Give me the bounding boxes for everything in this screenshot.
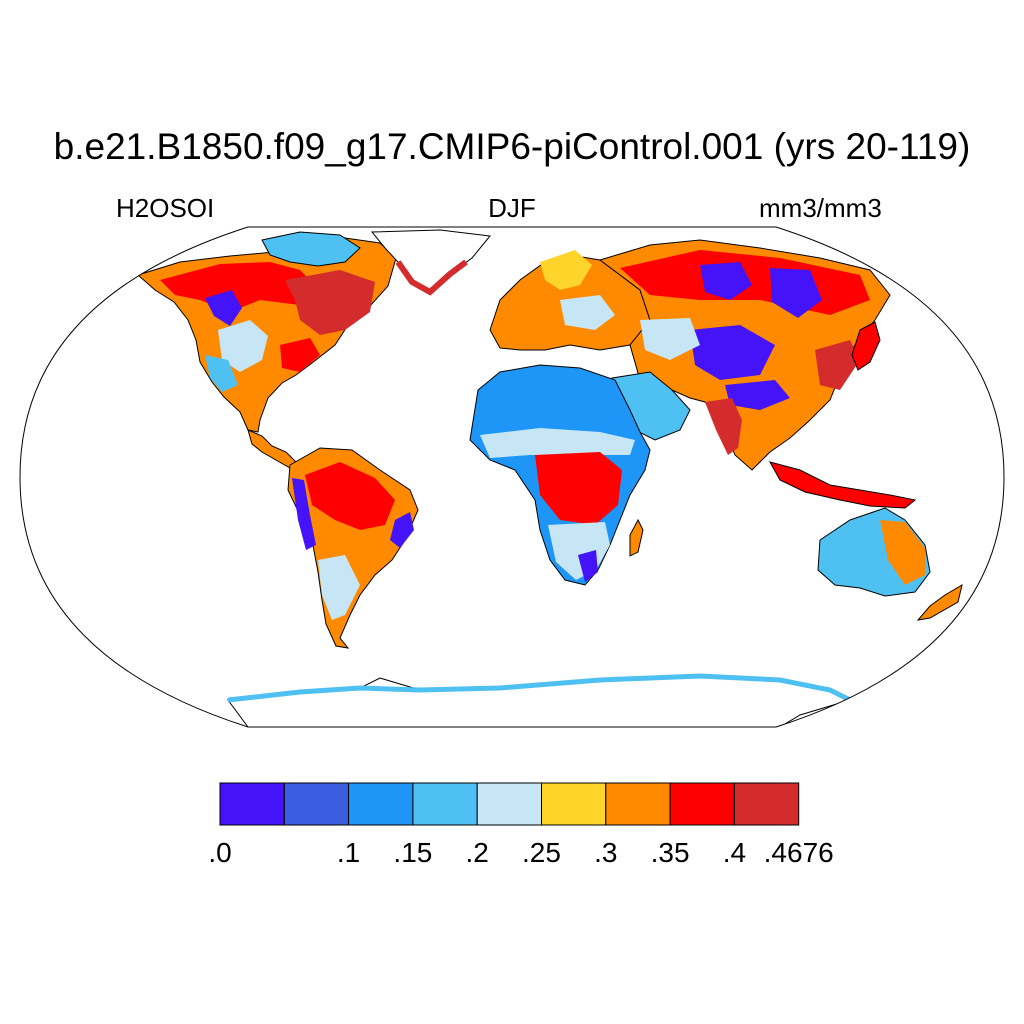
scandinavia: [540, 250, 592, 290]
north-america-north-red: [160, 262, 320, 312]
siberia-blue-1: [700, 262, 752, 300]
colorbar-tick-label: .25: [522, 837, 561, 868]
colorbar-box-5: [541, 782, 607, 826]
amazon-red: [305, 462, 395, 530]
season-label: DJF: [488, 193, 536, 223]
maritime-asia: [768, 461, 917, 509]
north-america-west-blue: [205, 290, 242, 326]
central-asia-blue: [690, 325, 775, 380]
colorbar-tick-label: .35: [651, 837, 690, 868]
colorbar-tick-label: .3: [594, 837, 617, 868]
north-america-east-red: [280, 338, 320, 372]
india-red: [705, 398, 742, 455]
colorbar-tick-label: .1: [337, 837, 360, 868]
colorbar-tick-label: .2: [466, 837, 489, 868]
europe-central: [560, 295, 615, 330]
colorbar-tick-label: .4676: [764, 837, 834, 868]
australia-east: [880, 520, 925, 585]
colorbar-box-8: [733, 782, 800, 826]
colorbar-box-7: [669, 782, 735, 826]
colorbar-box-2: [348, 782, 414, 826]
andes-blue: [292, 478, 316, 550]
south-america-south: [318, 555, 360, 620]
colorbar-tick-label: .4: [723, 837, 746, 868]
map-title: b.e21.B1850.f09_g17.CMIP6-piControl.001 …: [53, 126, 971, 167]
arctic-islands: [261, 231, 361, 267]
colorbar-box-0: [219, 782, 285, 826]
greenland-rim: [395, 259, 468, 296]
central-africa-red: [535, 452, 622, 525]
madagascar: [629, 518, 644, 557]
sahel-light: [480, 428, 635, 458]
globe-outline: [19, 226, 1005, 728]
units-label: mm3/mm3: [759, 193, 882, 223]
antarctica-coast: [227, 673, 852, 703]
brazil-east-blue: [390, 512, 414, 548]
north-america-hudson-red: [285, 270, 375, 335]
colorbar-tick-label: .0: [208, 837, 231, 868]
south-africa-blue: [578, 550, 598, 582]
colorbar-box-1: [283, 782, 350, 826]
japan: [851, 321, 881, 371]
north-america-southwest: [205, 355, 238, 392]
variable-label: H2OSOI: [116, 193, 215, 223]
central-asia-light: [640, 318, 700, 360]
siberia-blue-2: [770, 268, 822, 318]
new-zealand: [916, 583, 963, 621]
tibet-blue: [725, 380, 790, 410]
north-america-plains: [218, 320, 268, 372]
east-asia-red: [815, 340, 860, 390]
colorbar-box-6: [605, 782, 671, 826]
colorbar-tick-label: .15: [393, 837, 432, 868]
colorbar-box-4: [476, 782, 543, 826]
colorbar-box-3: [412, 782, 478, 826]
